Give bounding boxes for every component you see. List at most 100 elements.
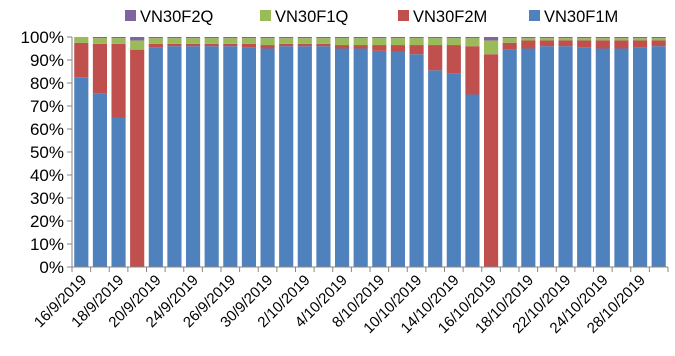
legend-label-vn30f1m: VN30F1M <box>544 8 618 26</box>
bar-vn30f1m-23-10-2019 <box>577 47 592 267</box>
bar-vn30f1q-16-9-2019 <box>74 37 89 43</box>
bar-vn30f1m-11-10-2019 <box>428 70 443 267</box>
bar-vn30f1q-9-10-2019 <box>390 38 406 46</box>
bar-vn30f1q-23-9-2019 <box>167 38 182 44</box>
bar-vn30f1m-23-9-2019 <box>167 46 182 268</box>
bar-vn30f2q-2-10-2019 <box>297 37 312 39</box>
bar-vn30f2q-28-10-2019 <box>632 37 648 39</box>
bar-vn30f2q-9-10-2019 <box>390 37 406 39</box>
bar-vn30f2q-17-9-2019 <box>92 37 108 39</box>
bar-vn30f1m-8-10-2019 <box>372 50 387 267</box>
bar-vn30f1m-21-10-2019 <box>539 46 555 268</box>
bar-vn30f2m-19-9-2019 <box>130 49 145 268</box>
bar-vn30f2q-4-10-2019 <box>334 37 350 39</box>
bar-vn30f2m-24-9-2019 <box>185 43 201 47</box>
bar-vn30f1q-10-10-2019 <box>409 38 424 46</box>
bar-vn30f2q-21-10-2019 <box>539 37 555 39</box>
bar-vn30f2q-14-10-2019 <box>446 37 461 39</box>
bar-vn30f2q-20-9-2019 <box>148 37 163 39</box>
bar-vn30f1m-25-9-2019 <box>204 46 219 268</box>
bar-vn30f2q-24-10-2019 <box>595 37 610 39</box>
bar-vn30f2m-28-10-2019 <box>632 40 648 48</box>
bar-vn30f1q-11-10-2019 <box>428 38 443 46</box>
y-tick-label: 40% <box>30 166 64 185</box>
bar-vn30f1q-18-9-2019 <box>111 38 126 44</box>
bar-vn30f1m-25-10-2019 <box>614 48 629 267</box>
bar-vn30f2m-16-10-2019 <box>483 54 499 267</box>
legend-swatch-vn30f1m <box>529 10 540 21</box>
bar-vn30f2q-1-10-2019 <box>279 37 294 39</box>
bar-vn30f2m-30-9-2019 <box>260 45 275 49</box>
y-tick-label: 70% <box>30 97 64 116</box>
bar-vn30f2m-1-10-2019 <box>279 43 294 47</box>
legend-swatch-vn30f2m <box>398 10 409 21</box>
bar-vn30f2m-10-10-2019 <box>409 45 424 55</box>
legend-swatch-vn30f1q <box>260 10 271 21</box>
bar-vn30f2q-10-10-2019 <box>409 37 424 39</box>
bar-vn30f1m-1-10-2019 <box>279 46 294 268</box>
bar-vn30f1m-18-10-2019 <box>521 48 536 267</box>
bar-vn30f2m-18-10-2019 <box>521 40 536 49</box>
bar-vn30f2q-27-9-2019 <box>241 37 257 39</box>
bar-vn30f2m-25-9-2019 <box>204 43 219 47</box>
bar-vn30f1q-1-10-2019 <box>279 38 294 44</box>
y-tick-label: 90% <box>30 51 64 70</box>
bar-vn30f1m-27-9-2019 <box>241 47 257 267</box>
bar-vn30f1q-14-10-2019 <box>446 38 461 46</box>
bar-vn30f1q-18-10-2019 <box>521 38 536 41</box>
bar-vn30f1m-7-10-2019 <box>353 48 368 267</box>
legend-label-vn30f1q: VN30F1Q <box>275 8 349 26</box>
bar-vn30f2q-30-9-2019 <box>260 37 275 39</box>
bar-vn30f2m-18-9-2019 <box>111 43 126 118</box>
bar-vn30f1m-29-10-2019 <box>651 46 666 268</box>
legend-label-vn30f2m: VN30F2M <box>413 8 487 26</box>
bar-vn30f2m-24-10-2019 <box>595 40 610 49</box>
y-tick-label: 60% <box>30 120 64 139</box>
bar-vn30f2q-24-9-2019 <box>185 37 201 39</box>
bar-vn30f1q-27-9-2019 <box>241 38 257 44</box>
legend: VN30F2Q VN30F1Q VN30F2M VN30F1M <box>125 8 618 26</box>
bar-vn30f2q-11-10-2019 <box>428 37 443 39</box>
bar-vn30f1q-29-10-2019 <box>651 38 666 41</box>
bars <box>74 37 666 268</box>
bar-vn30f1q-30-9-2019 <box>260 38 275 46</box>
bar-vn30f2m-23-10-2019 <box>577 40 592 48</box>
y-tick-label: 10% <box>30 235 64 254</box>
bar-vn30f1q-25-10-2019 <box>614 38 629 41</box>
y-tick-label: 100% <box>21 28 64 47</box>
bar-vn30f1m-18-9-2019 <box>111 117 126 267</box>
bar-vn30f1q-24-9-2019 <box>185 38 201 44</box>
bar-vn30f2m-17-9-2019 <box>92 43 108 94</box>
bar-vn30f1q-15-10-2019 <box>465 38 480 47</box>
bar-vn30f2q-19-9-2019 <box>130 37 145 41</box>
bar-vn30f2q-26-9-2019 <box>223 37 238 39</box>
bar-vn30f2q-18-9-2019 <box>111 37 126 39</box>
bar-vn30f1q-24-10-2019 <box>595 38 610 41</box>
bar-vn30f2m-29-10-2019 <box>651 40 666 47</box>
bar-vn30f1q-26-9-2019 <box>223 38 238 44</box>
bar-vn30f1m-22-10-2019 <box>558 46 573 268</box>
bar-vn30f1m-16-9-2019 <box>74 77 89 267</box>
bar-vn30f2q-23-10-2019 <box>577 37 592 39</box>
bar-vn30f1q-2-10-2019 <box>297 38 312 44</box>
bar-vn30f1q-3-10-2019 <box>316 38 331 44</box>
bar-vn30f2q-8-10-2019 <box>372 37 387 39</box>
bar-vn30f1q-16-10-2019 <box>483 40 499 55</box>
bar-vn30f1m-2-10-2019 <box>297 46 312 268</box>
bar-vn30f1m-15-10-2019 <box>465 94 480 267</box>
bar-vn30f2q-3-10-2019 <box>316 37 331 39</box>
bar-vn30f2m-16-9-2019 <box>74 42 89 78</box>
bar-vn30f1q-23-10-2019 <box>577 38 592 41</box>
bar-vn30f1m-24-10-2019 <box>595 48 610 267</box>
bar-vn30f1m-17-10-2019 <box>502 49 517 268</box>
bar-vn30f1q-22-10-2019 <box>558 38 573 41</box>
bar-vn30f2m-27-9-2019 <box>241 43 257 48</box>
bar-vn30f1q-17-10-2019 <box>502 38 517 43</box>
bar-vn30f2m-25-10-2019 <box>614 40 629 49</box>
bar-vn30f2q-7-10-2019 <box>353 37 368 39</box>
bar-vn30f1q-28-10-2019 <box>632 38 648 41</box>
bar-vn30f1m-20-9-2019 <box>148 47 163 267</box>
bar-vn30f1m-28-10-2019 <box>632 47 648 267</box>
x-axis: 16/9/201918/9/201920/9/201924/9/201926/9… <box>31 266 669 337</box>
